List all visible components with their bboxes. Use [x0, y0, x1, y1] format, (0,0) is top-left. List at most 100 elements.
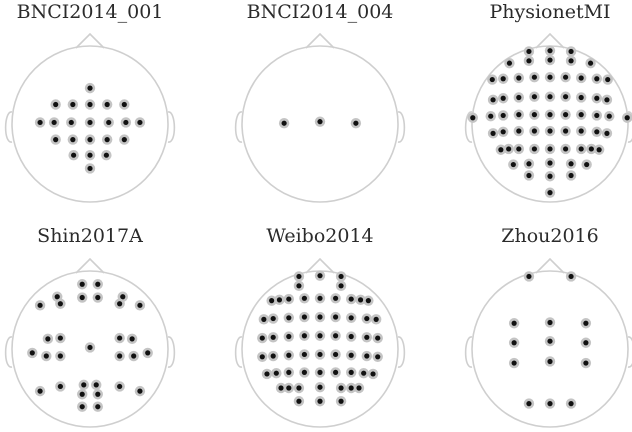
electrode [55, 298, 66, 309]
electrode [565, 55, 577, 67]
electrode [591, 126, 602, 137]
electrode-dot [296, 273, 302, 280]
electrode [346, 312, 357, 323]
electrode [42, 333, 54, 345]
electrode-dot [511, 340, 517, 346]
electrode [330, 311, 341, 323]
electrode [34, 385, 46, 397]
electrode-dot [604, 130, 610, 136]
electrode-dot [137, 302, 143, 308]
electrode-dot [296, 283, 302, 289]
electrode-dot [357, 297, 364, 303]
electrode [142, 347, 153, 359]
electrode-dot [506, 146, 512, 152]
right-ear-outline [627, 111, 632, 143]
electrode-dot [53, 101, 59, 108]
electrode-dot [547, 319, 553, 326]
left-ear-outline [4, 336, 13, 368]
electrode [513, 72, 524, 84]
electrode [84, 342, 96, 353]
electrode-dot [594, 76, 600, 82]
electrode [544, 72, 556, 83]
electrode [77, 401, 88, 412]
electrode [585, 57, 596, 69]
electrode-dot [563, 128, 569, 134]
electrode [581, 159, 592, 170]
electrode [355, 294, 366, 306]
electrode-dot [286, 385, 292, 391]
head-montage: Zhou2016 [464, 225, 632, 428]
electrode [523, 46, 535, 57]
electrode [335, 382, 347, 394]
electrode-dot [563, 146, 569, 152]
electrode-dot [79, 404, 85, 410]
electrode [314, 311, 326, 323]
electrode-dot [301, 314, 307, 320]
electrode [293, 280, 305, 292]
electrode [601, 128, 613, 139]
electrode [134, 385, 146, 397]
electrode [48, 117, 60, 128]
electrode-dot [286, 315, 292, 321]
electrode-dot [93, 382, 99, 388]
electrode [495, 144, 507, 155]
electrode-dot [296, 398, 302, 404]
electrode [275, 382, 287, 394]
electrode-dot [51, 119, 57, 126]
electrode [258, 314, 270, 325]
electrode-dot [587, 60, 594, 66]
electrode-dot [594, 129, 600, 135]
electrode [283, 350, 294, 361]
electrode [101, 99, 113, 110]
electrode-dot [531, 94, 538, 100]
electrode-dot [348, 369, 354, 375]
electrode-dot [526, 273, 532, 280]
electrode [523, 271, 535, 282]
nose-outline [305, 32, 335, 49]
left-ear-outline [464, 111, 473, 143]
electrode-dot [489, 76, 495, 83]
electrode [487, 94, 499, 106]
electrode-dot [500, 76, 506, 82]
electrode-dot [261, 316, 267, 322]
electrode [508, 318, 520, 329]
electrode-dot [353, 120, 359, 126]
electrode-dot [317, 369, 323, 375]
electrode-dot [43, 353, 49, 359]
electrode-dot [547, 358, 553, 365]
electrode [361, 350, 372, 362]
electrode-dot [317, 398, 323, 404]
electrode-dot [79, 281, 85, 287]
electrode [67, 99, 79, 110]
electrode [508, 337, 520, 348]
electrode-dot [87, 137, 93, 143]
electrode [114, 381, 125, 392]
electrode [314, 116, 326, 127]
electrode [593, 144, 605, 155]
electrode [560, 109, 571, 120]
electrode-dot [356, 385, 362, 391]
electrode [84, 82, 96, 94]
electrode-dot [563, 112, 569, 118]
right-ear-outline [397, 111, 406, 143]
electrode-dot [624, 115, 630, 121]
electrode-dot [117, 383, 123, 390]
electrode [299, 349, 310, 360]
head-montage: BNCI2014_001 [4, 1, 176, 203]
electrode-dot [317, 273, 323, 279]
electrode [120, 117, 132, 128]
electrode [261, 368, 273, 380]
electrode-dot [568, 273, 574, 280]
electrode-dot [317, 119, 323, 125]
electrode [544, 187, 556, 198]
electrode [372, 332, 383, 344]
electrode [560, 143, 571, 155]
electrode-dot [364, 334, 370, 340]
electrode [370, 314, 382, 325]
electrode [565, 46, 577, 57]
right-ear-outline [167, 111, 176, 143]
electrode-dot [87, 119, 93, 126]
electrode-dot [547, 173, 553, 179]
head-outline [11, 45, 169, 203]
electrode-dot [375, 354, 381, 360]
